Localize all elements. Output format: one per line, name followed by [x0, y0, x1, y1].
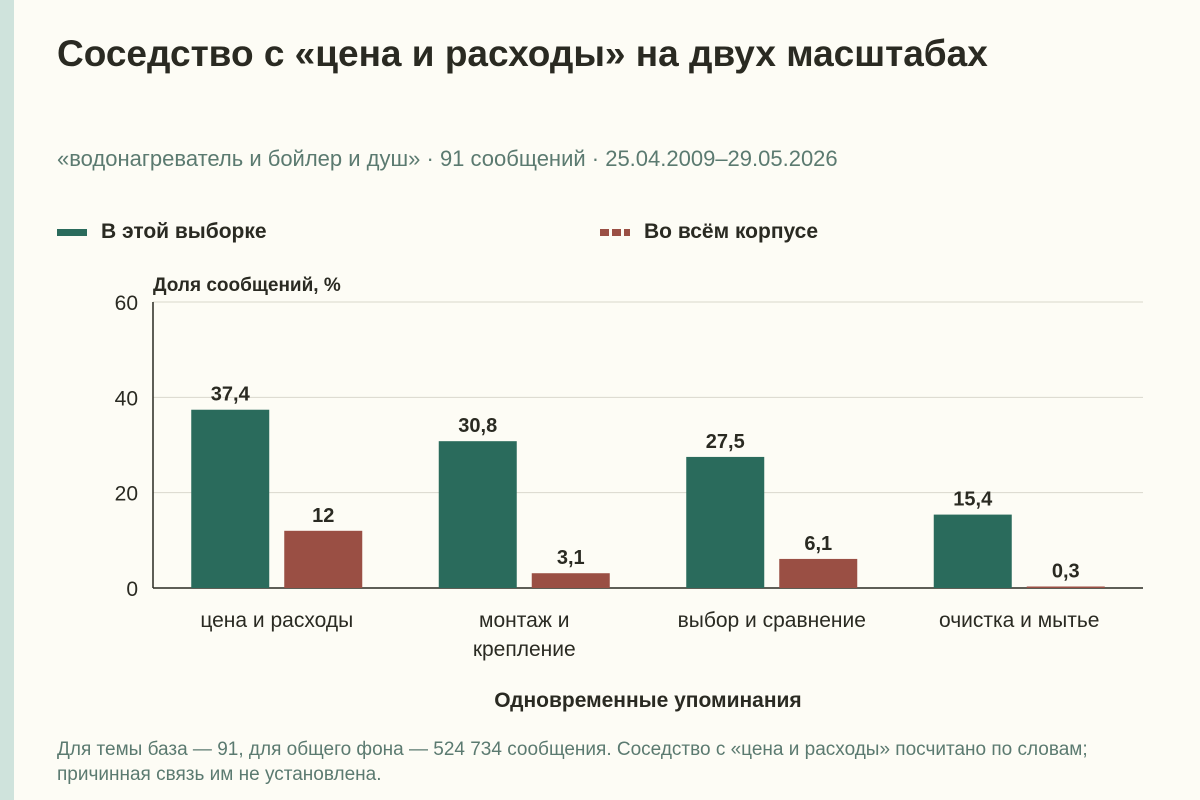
bar-value-label: 37,4 — [211, 384, 251, 406]
y-tick-label: 20 — [115, 483, 138, 506]
y-tick-label: 40 — [115, 387, 138, 410]
bar-value-label: 15,4 — [953, 489, 993, 511]
bar-value-label: 3,1 — [557, 547, 585, 569]
chart-subtitle: «водонагреватель и бойлер и душ» · 91 со… — [57, 146, 838, 171]
bar-corpus — [284, 530, 363, 588]
bar-value-label: 0,3 — [1052, 561, 1080, 583]
bar-corpus — [1026, 586, 1105, 588]
x-tick-label: очистка и мытье — [939, 609, 1100, 632]
chart-title: Соседство с «цена и расходы» на двух мас… — [57, 33, 988, 74]
x-axis-label: Одновременные упоминания — [494, 689, 801, 712]
x-tick-label: крепление — [473, 638, 576, 661]
bar-value-label: 12 — [312, 505, 334, 527]
bar-value-label: 6,1 — [804, 533, 832, 555]
bar-sample — [933, 514, 1012, 588]
legend-item-corpus: Во всём корпусе — [600, 218, 818, 246]
bar-sample — [686, 456, 765, 588]
y-tick-label: 60 — [115, 292, 138, 315]
chart-caption: Для темы база — 91, для общего фона — 52… — [57, 739, 1088, 785]
x-tick-label: выбор и сравнение — [678, 609, 866, 632]
legend-item-sample: В этой выборке — [57, 218, 267, 246]
bar-value-label: 30,8 — [458, 415, 497, 437]
x-tick-label: монтаж и — [479, 609, 569, 632]
bar-value-label: 27,5 — [706, 431, 745, 453]
legend-swatch-sample — [57, 228, 87, 236]
y-tick-label: 0 — [126, 578, 138, 601]
bar-corpus — [779, 558, 858, 588]
x-tick-label: цена и расходы — [200, 609, 353, 632]
legend-label-sample: В этой выборке — [101, 220, 267, 243]
bar-sample — [191, 409, 270, 588]
legend-label-corpus: Во всём корпусе — [644, 220, 819, 243]
legend-swatch-corpus — [600, 228, 630, 236]
bar-corpus — [531, 573, 610, 588]
left-accent-strip — [0, 0, 14, 800]
bar-sample — [438, 441, 517, 588]
y-axis-label: Доля сообщений, % — [153, 275, 341, 296]
